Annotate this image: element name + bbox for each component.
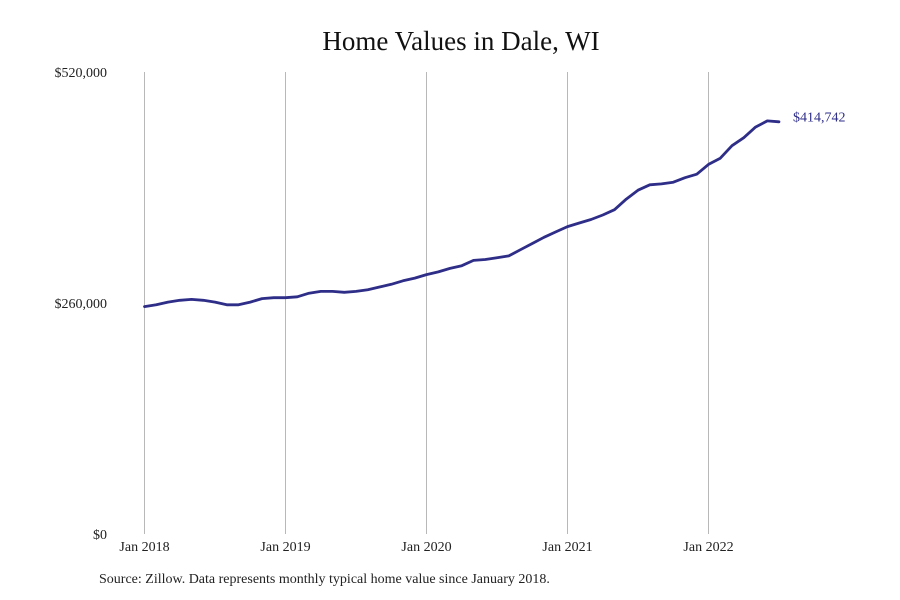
chart-title: Home Values in Dale, WI <box>322 26 600 56</box>
y-tick-label: $260,000 <box>55 297 108 312</box>
series-layer <box>143 119 781 308</box>
x-tick-label: Jan 2020 <box>401 540 451 555</box>
x-tick-label: Jan 2022 <box>683 540 733 555</box>
x-tick-label: Jan 2018 <box>119 540 169 555</box>
y-axis: $0 $260,000 $520,000 <box>55 66 108 543</box>
y-tick-label: $520,000 <box>55 66 108 81</box>
source-note: Source: Zillow. Data represents monthly … <box>99 572 550 587</box>
x-tick-label: Jan 2019 <box>260 540 310 555</box>
end-value-label: $414,742 <box>793 110 846 125</box>
x-axis: Jan 2018 Jan 2019 Jan 2020 Jan 2021 Jan 2022 <box>119 540 733 555</box>
x-tick-label: Jan 2021 <box>542 540 592 555</box>
y-tick-label: $0 <box>93 528 107 543</box>
series-line-0 <box>143 119 781 308</box>
grid-layer <box>144 72 709 534</box>
